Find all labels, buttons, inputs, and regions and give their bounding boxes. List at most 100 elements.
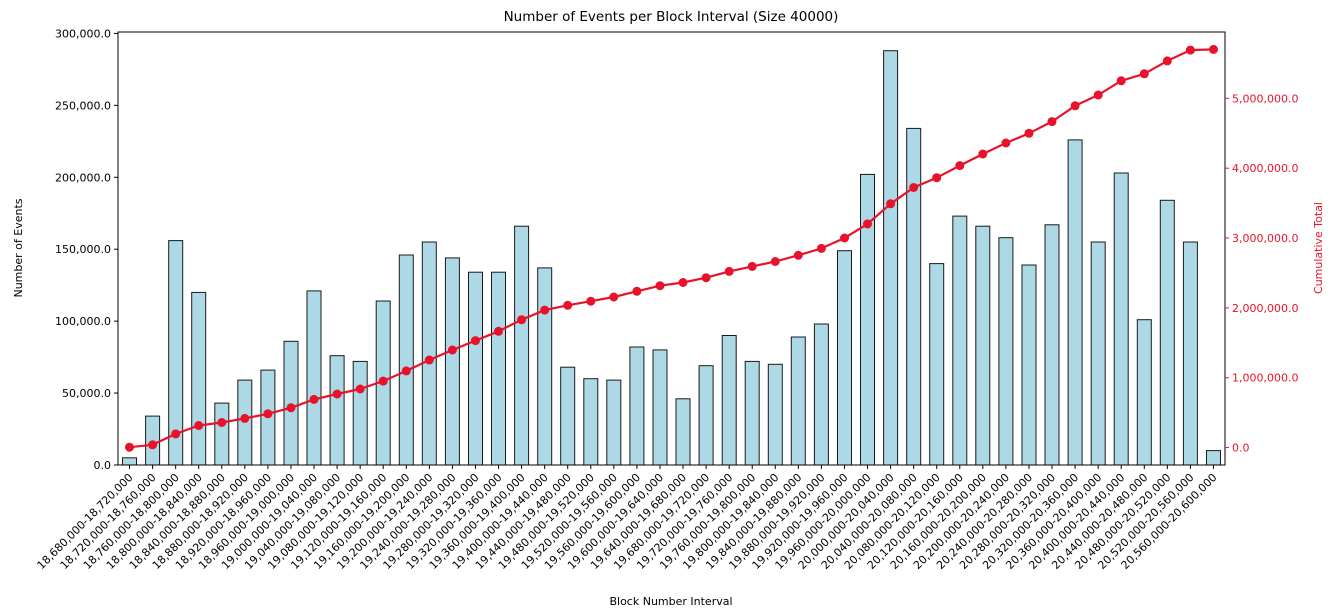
- cumulative-point: [1139, 69, 1149, 79]
- cumulative-point: [932, 173, 942, 183]
- events-bar: [1044, 224, 1060, 466]
- cumulative-point: [1116, 76, 1126, 86]
- events-bar: [837, 250, 852, 466]
- events-bar: [214, 402, 230, 466]
- events-bar: [1182, 241, 1198, 466]
- cumulative-point: [1209, 44, 1218, 54]
- y-tick-label-left: 100,000.0: [55, 315, 111, 328]
- events-bar: [283, 340, 299, 466]
- events-bar: [1021, 264, 1037, 466]
- events-bar: [1113, 172, 1129, 466]
- events-bar: [929, 263, 945, 466]
- events-bar: [444, 257, 460, 466]
- cumulative-point: [770, 257, 780, 266]
- events-bar: [721, 335, 737, 466]
- events-bar: [1136, 319, 1152, 466]
- cumulative-point: [148, 440, 158, 450]
- cumulative-point: [263, 409, 273, 419]
- events-bar: [1067, 139, 1083, 466]
- events-bar: [491, 271, 506, 466]
- y-tick-label-right: 4,000,000.0: [1232, 162, 1298, 175]
- cumulative-point: [978, 149, 988, 159]
- cumulative-point: [955, 161, 965, 171]
- events-bar: [1090, 241, 1106, 466]
- events-bar: [560, 366, 576, 466]
- cumulative-point: [747, 261, 757, 271]
- y-tick-label-left: 200,000.0: [55, 171, 111, 184]
- cumulative-point: [447, 345, 457, 355]
- cumulative-point: [240, 413, 250, 423]
- events-bar: [975, 225, 991, 466]
- cumulative-point: [909, 183, 919, 192]
- cumulative-point: [378, 376, 388, 386]
- events-bar: [122, 457, 137, 466]
- events-bar: [675, 398, 691, 466]
- events-bar: [767, 363, 783, 466]
- y-axis-label-right: Cumulative Total: [1312, 202, 1325, 294]
- cumulative-point: [540, 305, 550, 315]
- y-tick-label-left: 150,000.0: [55, 243, 111, 256]
- plot-border: [117, 31, 1226, 466]
- cumulative-point: [1162, 56, 1172, 66]
- cumulative-point: [1047, 117, 1057, 127]
- cumulative-point: [563, 300, 573, 310]
- cumulative-point: [863, 219, 872, 229]
- cumulative-point: [217, 418, 227, 427]
- cumulative-point: [886, 199, 896, 209]
- cumulative-point: [194, 421, 204, 430]
- cumulative-point: [401, 366, 411, 376]
- events-bar: [652, 349, 668, 466]
- chart-title: Number of Events per Block Interval (Siz…: [504, 9, 839, 25]
- cumulative-point: [1001, 138, 1011, 148]
- x-axis-label: Block Number Interval: [609, 595, 732, 608]
- y-tick-label-right: 0.0: [1232, 442, 1250, 455]
- y-tick-label-right: 5,000,000.0: [1232, 92, 1298, 105]
- cumulative-point: [632, 286, 642, 296]
- events-bar: [352, 360, 368, 466]
- events-bar: [629, 346, 645, 466]
- cumulative-point: [1093, 90, 1103, 100]
- events-bar: [813, 323, 829, 466]
- cumulative-point: [816, 243, 826, 253]
- cumulative-point: [171, 429, 181, 439]
- events-bar: [952, 215, 968, 466]
- events-bar: [1206, 450, 1221, 466]
- events-bar: [468, 271, 483, 466]
- cumulative-point: [586, 296, 596, 306]
- events-bar: [583, 378, 599, 466]
- y-tick-label-left: 50,000.0: [62, 387, 111, 400]
- cumulative-point: [655, 281, 665, 291]
- cumulative-point: [424, 355, 434, 365]
- y-axis-label-left: Number of Events: [12, 198, 25, 297]
- events-bar: [398, 254, 414, 466]
- cumulative-point: [286, 403, 296, 413]
- y-tick-label-right: 3,000,000.0: [1232, 232, 1298, 245]
- cumulative-point: [517, 315, 527, 325]
- cumulative-point: [1185, 45, 1195, 55]
- events-bar: [606, 379, 622, 466]
- events-bar: [698, 365, 714, 466]
- cumulative-point: [678, 278, 688, 287]
- y-tick-label-left: 250,000.0: [55, 99, 111, 112]
- events-bar: [883, 50, 899, 466]
- cumulative-point: [309, 394, 319, 404]
- events-bar: [421, 241, 437, 466]
- events-bar: [1159, 199, 1175, 466]
- y-tick-label-left: 0.0: [94, 459, 112, 472]
- y-tick-label-right: 1,000,000.0: [1232, 372, 1298, 385]
- cumulative-point: [840, 233, 849, 243]
- cumulative-point: [355, 384, 365, 394]
- cumulative-point: [793, 250, 803, 260]
- cumulative-point: [701, 273, 711, 283]
- cumulative-point: [1024, 128, 1034, 138]
- cumulative-point: [494, 326, 503, 336]
- events-bar: [998, 237, 1014, 466]
- cumulative-point: [1070, 101, 1080, 111]
- events-bar: [906, 127, 922, 466]
- y-tick-label-right: 2,000,000.0: [1232, 302, 1298, 315]
- plot-content: 0.0 50,000.0 100,000.0 150,000.0 200,000.0 25…: [35, 27, 1299, 572]
- cumulative-point: [332, 389, 342, 399]
- cumulative-point: [471, 336, 480, 346]
